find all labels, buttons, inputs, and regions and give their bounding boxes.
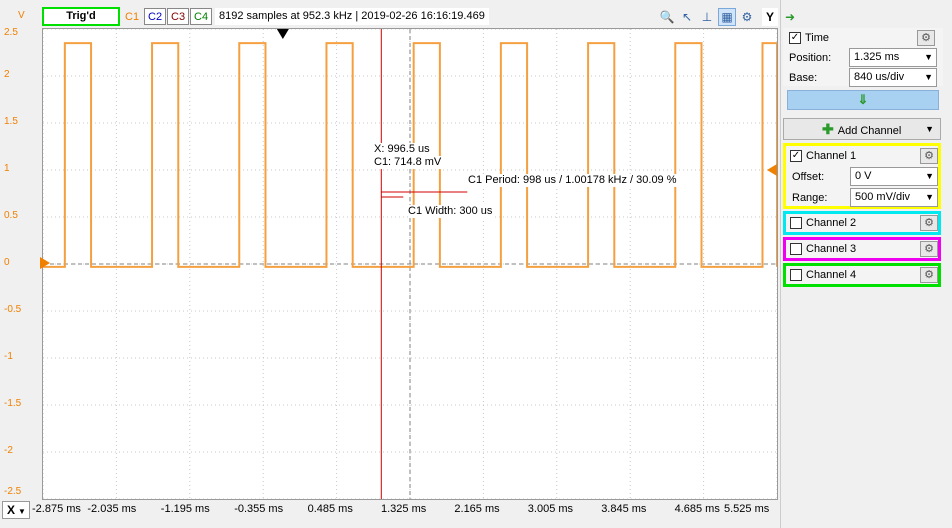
chevron-down-icon: ▼ <box>924 72 933 82</box>
range-label: Range: <box>792 192 828 204</box>
measure-icon[interactable]: ⊥ <box>701 10 713 24</box>
trigger-status[interactable]: Trig'd <box>42 7 120 26</box>
chevron-down-icon: ▼ <box>925 171 934 181</box>
arrow-right-icon[interactable]: ➜ <box>785 10 796 24</box>
channel-1-offset-marker-icon[interactable] <box>40 257 50 269</box>
position-value: 1.325 ms <box>854 51 900 63</box>
acquisition-info: 8192 samples at 952.3 kHz | 2019-02-26 1… <box>215 8 489 25</box>
add-channel-label: Add Channel <box>837 125 902 137</box>
x-tick-label: 4.685 ms <box>674 503 720 515</box>
settings-icon[interactable]: ⚙ <box>741 10 753 24</box>
channel-1-toggle[interactable]: C1 <box>121 8 144 25</box>
channel-1-settings-icon[interactable]: ⚙ <box>920 148 938 164</box>
y-unit-label: V <box>18 10 25 21</box>
offset-value: 0 V <box>855 170 872 182</box>
plot-area[interactable] <box>42 28 778 500</box>
width-measurement: C1 Width: 300 us <box>408 205 493 218</box>
cursor-select-icon[interactable]: ↖ <box>681 10 693 24</box>
time-settings-icon[interactable]: ⚙ <box>917 30 935 46</box>
time-label: Time <box>805 32 830 44</box>
channel-3-label: Channel 3 <box>806 243 857 255</box>
offset-label: Offset: <box>792 171 825 183</box>
chevron-down-icon: ▼ <box>925 124 934 134</box>
channel-3-toggle[interactable]: C3 <box>167 8 190 25</box>
x-tick-label: -2.035 ms <box>87 503 137 515</box>
y-tick-label: -1 <box>4 351 13 362</box>
chevron-down-icon: ▼ <box>18 507 26 516</box>
channel-1-waveform <box>43 42 777 268</box>
offset-select[interactable]: 0 V ▼ <box>850 167 938 186</box>
base-label: Base: <box>789 72 818 84</box>
cursor-x-readout: X: 996.5 us <box>374 143 430 156</box>
add-channel-button[interactable]: ✚ Add Channel ▼ <box>783 118 941 140</box>
zoom-icon[interactable]: 🔍 <box>659 10 675 24</box>
channel-1-panel: ✓ Channel 1 ⚙ Offset: 0 V ▼ Range: 500 mV… <box>783 143 941 209</box>
time-checkbox[interactable]: ✓ <box>789 32 801 44</box>
range-value: 500 mV/div <box>855 191 911 203</box>
channel-3-settings-icon[interactable]: ⚙ <box>920 241 938 257</box>
y-tick-label: 1.5 <box>4 116 18 127</box>
x-tick-label: 1.325 ms <box>381 503 427 515</box>
range-select[interactable]: 500 mV/div ▼ <box>850 188 938 207</box>
y-tick-label: -2.5 <box>4 486 22 497</box>
plus-icon: ✚ <box>822 121 834 137</box>
trigger-level-marker-icon <box>767 164 777 176</box>
waveform-canvas <box>43 29 777 499</box>
x-tick-label: 5.525 ms <box>724 503 770 515</box>
x-axis-button[interactable]: X ▼ <box>2 501 30 519</box>
x-axis-button-label: X <box>7 503 16 517</box>
y-tick-label: 2 <box>4 69 10 80</box>
period-measurement: C1 Period: 998 us / 1.00178 kHz / 30.09 … <box>468 174 677 187</box>
y-tick-label: 0 <box>4 257 10 268</box>
cursor-c1-readout: C1: 714.8 mV <box>374 156 442 169</box>
base-value: 840 us/div <box>854 71 905 83</box>
y-tick-label: 0.5 <box>4 210 18 221</box>
chevron-down-icon: ▼ <box>925 192 934 202</box>
channel-2-settings-icon[interactable]: ⚙ <box>920 215 938 231</box>
toolbar: V Trig'd C1 C2 C3 C4 8192 samples at 952… <box>0 0 780 30</box>
x-tick-label: 0.485 ms <box>307 503 353 515</box>
x-tick-label: -0.355 ms <box>234 503 284 515</box>
channel-2-toggle[interactable]: C2 <box>144 8 167 25</box>
x-tick-label: -1.195 ms <box>160 503 210 515</box>
control-panel: ➜ ✓ Time ⚙ Position: 1.325 ms ▼ Base: 840… <box>780 0 952 528</box>
apply-down-button[interactable]: ⇓ <box>787 90 939 110</box>
position-select[interactable]: 1.325 ms ▼ <box>849 48 937 67</box>
base-select[interactable]: 840 us/div ▼ <box>849 68 937 87</box>
x-tick-label: 3.005 ms <box>527 503 574 515</box>
grid-view-icon[interactable]: ▦ <box>718 8 736 26</box>
y-tick-label: -2 <box>4 445 13 456</box>
channel-4-settings-icon[interactable]: ⚙ <box>920 267 938 283</box>
channel-4-panel: Channel 4 ⚙ <box>783 263 941 287</box>
y-tick-label: -1.5 <box>4 398 22 409</box>
y-tick-label: 1 <box>4 163 10 174</box>
channel-3-panel: Channel 3 ⚙ <box>783 237 941 261</box>
x-tick-label: 2.165 ms <box>454 503 500 515</box>
channel-4-toggle[interactable]: C4 <box>190 8 213 25</box>
channel-2-label: Channel 2 <box>806 217 857 229</box>
channel-4-checkbox[interactable] <box>790 269 802 281</box>
channel-1-label: Channel 1 <box>806 150 857 162</box>
position-label: Position: <box>789 52 832 64</box>
channel-3-checkbox[interactable] <box>790 243 802 255</box>
channel-4-label: Channel 4 <box>806 269 857 281</box>
trigger-marker-icon <box>276 29 289 39</box>
y-axis-labels: 2.5 2 1.5 1 0.5 0 -0.5 -1 -1.5 -2 -2.5 <box>0 27 40 500</box>
y-axis-button[interactable]: Y <box>762 8 778 26</box>
channel-2-checkbox[interactable] <box>790 217 802 229</box>
x-tick-label: -2.875 ms <box>32 503 81 515</box>
y-tick-label: 2.5 <box>4 27 18 38</box>
y-tick-label: -0.5 <box>4 304 22 315</box>
channel-1-checkbox[interactable]: ✓ <box>790 150 802 162</box>
chevron-down-icon: ▼ <box>924 52 933 62</box>
x-tick-label: 3.845 ms <box>601 503 647 515</box>
channel-2-panel: Channel 2 ⚙ <box>783 211 941 235</box>
